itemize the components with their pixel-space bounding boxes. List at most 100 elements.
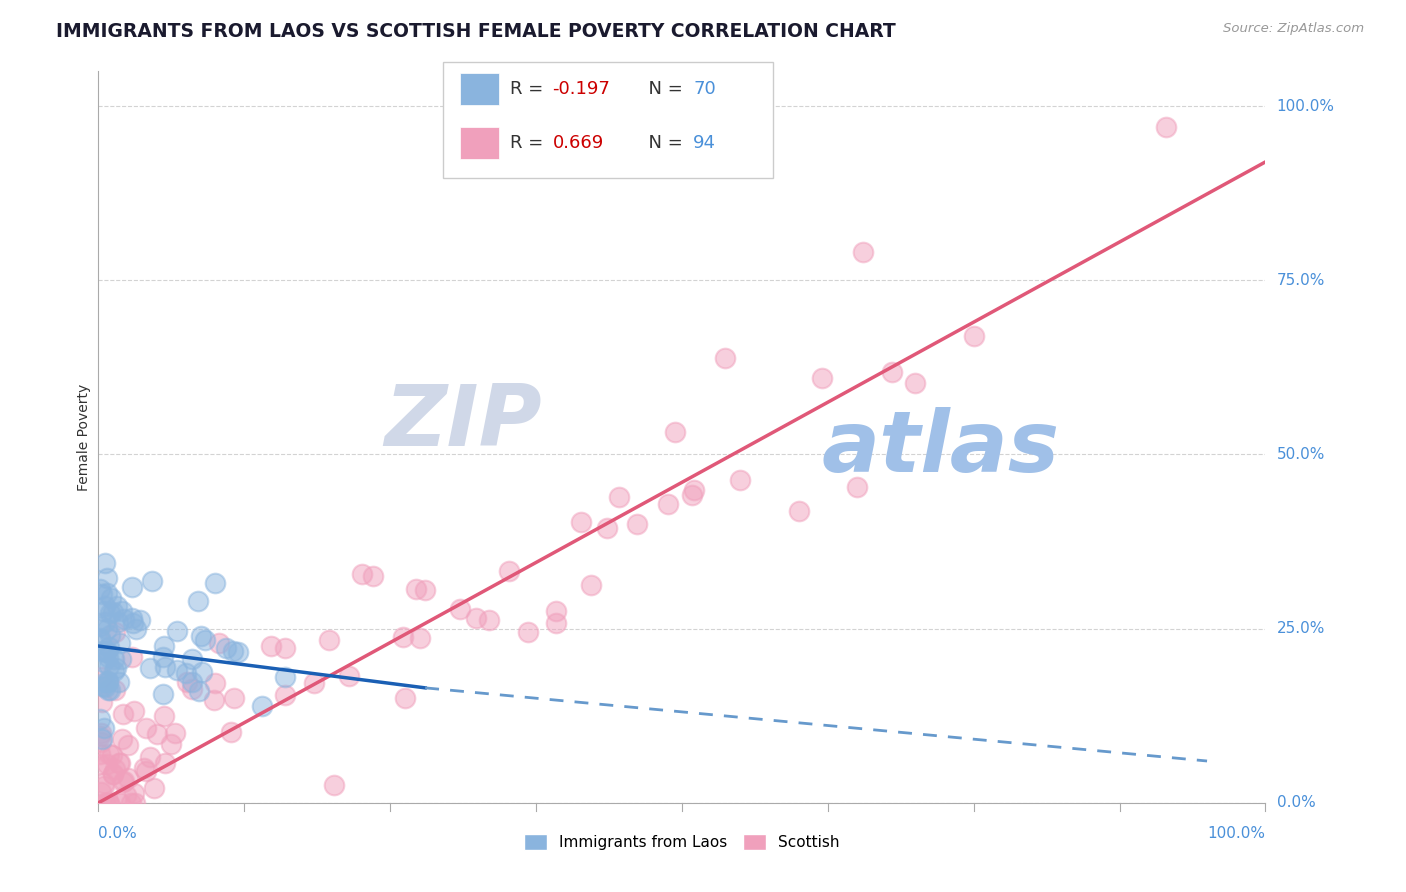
- Point: [498, 564, 520, 578]
- Point: [787, 504, 810, 518]
- Point: [89, 619, 111, 633]
- Point: [100, 591, 122, 605]
- Point: [180, 652, 202, 666]
- Point: [98, 628, 121, 642]
- Point: [89, 747, 111, 761]
- Point: [91, 655, 114, 669]
- Point: [96, 623, 118, 637]
- Point: [546, 604, 568, 618]
- Point: [135, 764, 157, 779]
- Point: [194, 633, 217, 648]
- Point: [129, 613, 152, 627]
- Point: [517, 625, 540, 640]
- Point: [204, 576, 226, 591]
- Point: [94, 796, 117, 810]
- Point: [97, 673, 120, 688]
- Point: [450, 601, 472, 615]
- Point: [337, 668, 360, 682]
- Point: [103, 652, 125, 666]
- Point: [115, 788, 138, 802]
- Point: [91, 643, 114, 657]
- Point: [165, 726, 187, 740]
- Point: [90, 726, 112, 740]
- Text: 100.0%: 100.0%: [1277, 99, 1334, 113]
- Point: [91, 679, 114, 693]
- Point: [191, 665, 214, 679]
- Point: [146, 727, 169, 741]
- Point: [108, 756, 131, 771]
- Point: [174, 666, 197, 681]
- Point: [91, 670, 114, 684]
- Point: [108, 756, 131, 771]
- Point: [152, 709, 174, 723]
- Point: [101, 747, 124, 762]
- Point: [228, 644, 250, 658]
- Point: [89, 631, 111, 645]
- Text: 50.0%: 50.0%: [1277, 447, 1324, 462]
- Point: [811, 370, 834, 384]
- Text: 0.0%: 0.0%: [98, 826, 138, 841]
- Text: 75.0%: 75.0%: [1277, 273, 1324, 288]
- Point: [714, 351, 737, 366]
- Point: [91, 603, 114, 617]
- Text: R =: R =: [510, 80, 550, 98]
- Point: [141, 574, 163, 589]
- Text: 70: 70: [693, 80, 716, 98]
- Point: [607, 490, 630, 504]
- Point: [103, 665, 125, 679]
- Point: [250, 698, 273, 713]
- Point: [544, 616, 567, 631]
- Point: [89, 633, 111, 648]
- Point: [409, 631, 432, 645]
- Point: [93, 779, 115, 793]
- Y-axis label: Female Poverty: Female Poverty: [77, 384, 91, 491]
- Point: [302, 676, 325, 690]
- Point: [104, 624, 127, 639]
- Point: [394, 691, 416, 706]
- Point: [219, 725, 242, 739]
- Point: [413, 582, 436, 597]
- Point: [904, 376, 927, 390]
- Point: [153, 639, 176, 653]
- Point: [91, 695, 114, 709]
- Point: [93, 721, 115, 735]
- Point: [111, 604, 134, 618]
- Text: N =: N =: [637, 134, 689, 152]
- Point: [181, 681, 204, 696]
- Point: [260, 639, 283, 653]
- Point: [96, 645, 118, 659]
- Point: [117, 771, 139, 785]
- Point: [323, 778, 346, 792]
- Point: [108, 674, 131, 689]
- Point: [681, 488, 703, 502]
- Point: [166, 624, 188, 638]
- Point: [98, 683, 121, 698]
- Point: [124, 796, 146, 810]
- Point: [90, 732, 112, 747]
- Point: [153, 660, 176, 674]
- Text: ZIP: ZIP: [384, 381, 541, 464]
- Point: [117, 739, 139, 753]
- Point: [97, 674, 120, 689]
- Text: 100.0%: 100.0%: [1208, 826, 1265, 841]
- Point: [215, 640, 238, 655]
- Point: [176, 674, 198, 689]
- Point: [159, 737, 181, 751]
- Point: [962, 329, 984, 343]
- Point: [89, 756, 111, 771]
- Point: [274, 670, 297, 684]
- Point: [142, 780, 165, 795]
- Point: [89, 712, 111, 726]
- Point: [626, 516, 648, 531]
- Point: [96, 683, 118, 698]
- Point: [97, 796, 120, 810]
- Point: [98, 640, 121, 655]
- Point: [138, 661, 160, 675]
- Text: -0.197: -0.197: [553, 80, 610, 98]
- Point: [405, 582, 427, 596]
- Point: [125, 622, 148, 636]
- Point: [350, 566, 373, 581]
- Point: [579, 578, 602, 592]
- Point: [208, 636, 231, 650]
- Point: [89, 729, 111, 743]
